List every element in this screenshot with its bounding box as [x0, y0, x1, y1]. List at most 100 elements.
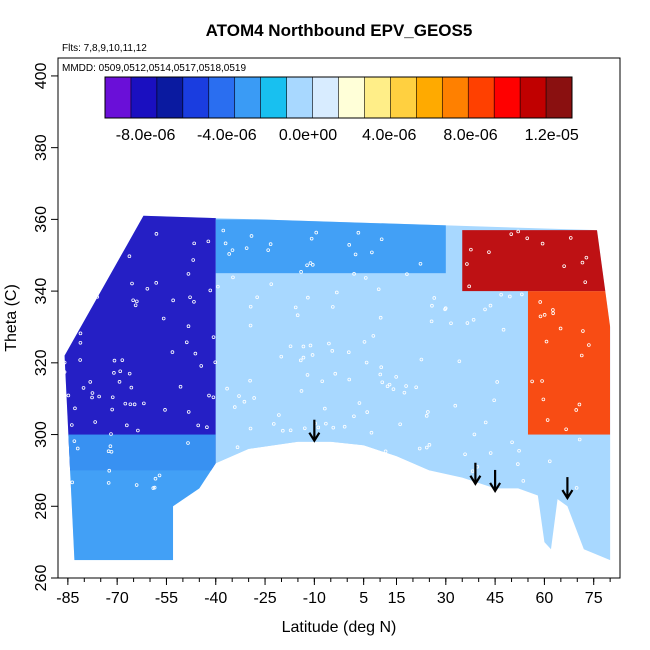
observation-point [237, 394, 241, 398]
observation-point [378, 315, 383, 320]
observation-point [309, 485, 314, 490]
observation-point [288, 344, 293, 349]
observation-point [300, 464, 305, 468]
observation-point [584, 255, 589, 260]
observation-point [293, 305, 298, 310]
observation-point [327, 341, 331, 346]
colorbar-tick-label: 4.0e-06 [362, 127, 416, 144]
colorbar-swatch [338, 77, 365, 118]
observation-point [301, 355, 306, 360]
observation-point [232, 480, 237, 485]
observation-point [404, 384, 408, 388]
observation-point [157, 473, 162, 478]
observation-point [383, 449, 388, 454]
observation-point [510, 440, 514, 445]
observation-point [145, 286, 150, 291]
observation-point [501, 327, 506, 332]
flight-arrow-head [469, 475, 482, 486]
observation-point [230, 248, 235, 252]
observation-point [516, 462, 520, 466]
colorbar-swatch [260, 77, 287, 118]
x-tick-label: 30 [437, 590, 455, 607]
observation-point [193, 351, 198, 356]
observation-point [73, 406, 77, 411]
observation-point [470, 469, 475, 473]
observation-point [521, 479, 526, 483]
observation-point [347, 243, 352, 247]
x-tick-label: 45 [486, 590, 504, 607]
observation-point [316, 425, 321, 430]
epv-field [64, 215, 611, 561]
observation-point [483, 420, 488, 425]
observation-point [71, 283, 76, 288]
observation-point [472, 432, 477, 437]
colorbar-swatch [156, 77, 184, 118]
observation-point [580, 260, 585, 265]
x-tick-label: 5 [359, 590, 368, 607]
observation-point [380, 380, 385, 385]
observation-point [90, 395, 94, 400]
observation-point [379, 365, 384, 370]
observation-point [128, 402, 133, 407]
observation-point [244, 246, 249, 250]
observation-point [385, 384, 390, 389]
observation-point [154, 232, 159, 236]
observation-point [279, 354, 284, 359]
observation-point [449, 321, 453, 326]
observation-point [123, 401, 128, 406]
observation-point [517, 448, 521, 453]
observation-point [305, 463, 310, 467]
observation-point [396, 460, 401, 465]
observation-point [186, 272, 191, 276]
observation-point [132, 402, 137, 407]
observation-point [249, 234, 254, 238]
observation-point [551, 308, 555, 312]
observation-point [223, 241, 228, 246]
observation-point [376, 287, 381, 292]
observation-point [426, 410, 430, 414]
observation-point [273, 478, 277, 482]
flight-arrows [308, 419, 574, 501]
observation-point [419, 357, 424, 362]
observation-point [299, 389, 304, 393]
observation-point [430, 303, 434, 308]
observation-point [495, 380, 499, 384]
observation-point [352, 272, 356, 276]
y-tick-label: 300 [33, 421, 50, 448]
observation-point [70, 480, 75, 485]
observation-point [72, 439, 77, 443]
observation-point [308, 261, 313, 265]
colorbar-swatch [442, 77, 469, 118]
observation-point [171, 298, 175, 303]
observation-point [295, 313, 300, 318]
observation-point [199, 364, 204, 368]
observation-point [334, 290, 339, 295]
observation-point [357, 401, 362, 405]
chart-title: ATOM4 Northbound EPV_GEOS5 [206, 21, 473, 40]
x-tick-label: -85 [56, 590, 79, 607]
observation-point [62, 370, 67, 374]
observation-point [255, 295, 259, 300]
observation-point [302, 426, 307, 431]
observation-point [363, 276, 368, 280]
observation-point [281, 428, 285, 433]
field-region-tropics [215, 273, 446, 471]
observation-point [192, 241, 196, 246]
observation-point [483, 307, 487, 312]
observation-point [112, 358, 117, 363]
observation-point [70, 423, 74, 427]
observation-point [508, 294, 512, 299]
colorbar-swatch [182, 77, 210, 118]
observation-point [577, 437, 582, 442]
observation-point [415, 484, 420, 489]
observation-point [327, 462, 332, 467]
observation-point [129, 385, 134, 390]
observation-point [525, 236, 530, 241]
observation-point [499, 292, 503, 297]
observation-point [248, 378, 252, 383]
observation-point [161, 316, 166, 321]
y-tick-label: 400 [33, 62, 50, 89]
observation-point [457, 359, 462, 364]
observation-point [225, 386, 229, 391]
